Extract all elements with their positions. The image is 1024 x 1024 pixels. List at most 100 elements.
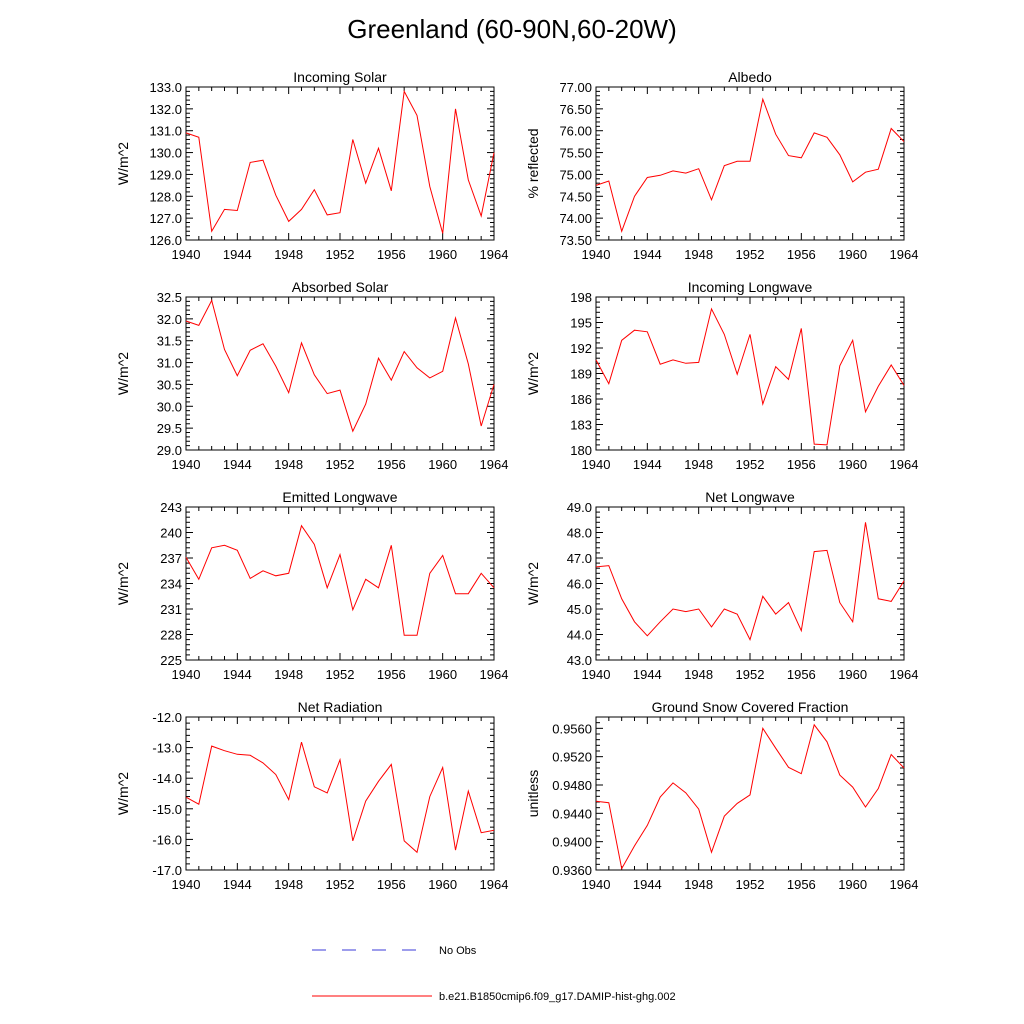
y-tick-label: 228: [160, 628, 182, 643]
y-tick-label: 189: [570, 367, 592, 382]
y-tick-label: 133.0: [149, 80, 182, 95]
y-tick-label: 132.0: [149, 102, 182, 117]
series-line-incoming-solar: [185, 89, 495, 234]
x-tick-label: 1952: [736, 877, 765, 892]
x-tick-label: 1960: [838, 877, 867, 892]
x-tick-label: 1952: [736, 667, 765, 682]
series-line-absorbed-solar: [185, 299, 495, 433]
x-tick-label: 1948: [684, 667, 713, 682]
y-axis-label: % reflected: [525, 128, 541, 198]
y-tick-label: 29.5: [157, 421, 182, 436]
panel-incoming-longwave: Incoming Longwave W/m^2 1940 1944 1948 1952 19…: [525, 279, 918, 472]
y-tick-label: -15.0: [152, 802, 182, 817]
y-tick-label: 128.0: [149, 189, 182, 204]
y-tick-label: 32.5: [157, 290, 182, 305]
y-tick-label: 30.0: [157, 399, 182, 414]
panel-title: Incoming Solar: [293, 69, 387, 85]
y-tick-label: -13.0: [152, 741, 182, 756]
plot-frame: [595, 296, 905, 451]
y-tick-label: 0.9560: [552, 721, 592, 736]
y-tick-label: 130.0: [149, 146, 182, 161]
legend: No Obs b.e21.B1850cmip6.f09_g17.DAMIP-his…: [312, 945, 676, 1003]
y-tick-label: 29.0: [157, 443, 182, 458]
x-tick-label: 1940: [582, 247, 611, 262]
y-tick-label: 76.50: [559, 102, 592, 117]
y-tick-label: 74.00: [559, 211, 592, 226]
x-tick-label: 1952: [326, 457, 355, 472]
x-tick-label: 1956: [377, 877, 406, 892]
panel-absorbed-solar: Absorbed Solar W/m^2 1940 1944 1948 1952 1956 1…: [115, 279, 508, 472]
panel-title: Net Radiation: [298, 699, 383, 715]
y-tick-label: 74.50: [559, 189, 592, 204]
y-tick-label: 46.0: [567, 577, 592, 592]
plot-frame: [185, 506, 495, 661]
x-tick-label: 1940: [582, 457, 611, 472]
x-tick-label: 1944: [223, 457, 252, 472]
y-tick-label: 0.9400: [552, 835, 592, 850]
panel-title: Albedo: [728, 69, 772, 85]
y-tick-label: 0.9360: [552, 863, 592, 878]
x-tick-label: 1960: [428, 667, 457, 682]
x-tick-label: 1948: [274, 457, 303, 472]
x-tick-label: 1964: [480, 667, 509, 682]
x-tick-label: 1960: [838, 667, 867, 682]
y-tick-label: 195: [570, 316, 592, 331]
plot-frame: [185, 716, 495, 871]
y-tick-label: 0.9440: [552, 806, 592, 821]
x-tick-label: 1952: [736, 457, 765, 472]
x-tick-label: 1940: [172, 877, 201, 892]
y-tick-label: 243: [160, 500, 182, 515]
y-tick-label: 31.5: [157, 334, 182, 349]
x-tick-label: 1964: [480, 247, 509, 262]
y-tick-label: 75.50: [559, 146, 592, 161]
x-tick-label: 1956: [787, 457, 816, 472]
legend-label-1: No Obs: [439, 945, 477, 957]
y-tick-label: 183: [570, 418, 592, 433]
y-axis-label: W/m^2: [525, 352, 541, 395]
x-tick-label: 1964: [890, 877, 919, 892]
x-tick-label: 1956: [377, 247, 406, 262]
x-tick-label: 1944: [633, 247, 662, 262]
y-tick-label: 127.0: [149, 211, 182, 226]
x-tick-label: 1960: [428, 877, 457, 892]
y-tick-label: 180: [570, 443, 592, 458]
x-tick-label: 1948: [274, 877, 303, 892]
y-tick-label: 75.00: [559, 167, 592, 182]
x-tick-label: 1952: [326, 877, 355, 892]
y-tick-label: 77.00: [559, 80, 592, 95]
y-tick-label: 44.0: [567, 628, 592, 643]
x-tick-label: 1944: [223, 247, 252, 262]
x-tick-label: 1956: [377, 667, 406, 682]
y-tick-label: 73.50: [559, 233, 592, 248]
y-tick-label: 234: [160, 577, 182, 592]
series-line-ground-snow-covered-fraction: [595, 723, 905, 871]
y-axis-label: W/m^2: [115, 352, 131, 395]
panel-title: Net Longwave: [705, 489, 795, 505]
x-tick-label: 1948: [684, 457, 713, 472]
x-tick-label: 1960: [838, 457, 867, 472]
panel-incoming-solar: Incoming Solar W/m^2 1940 1944 1948 1952 1956 1…: [115, 69, 508, 262]
plot-frame: [185, 296, 495, 451]
y-tick-label: 49.0: [567, 500, 592, 515]
x-tick-label: 1940: [172, 247, 201, 262]
series-line-net-radiation: [185, 741, 495, 854]
panel-net-radiation: Net Radiation W/m^2 1940 1944 1948 1952 1956 19…: [115, 699, 508, 892]
x-tick-label: 1940: [582, 667, 611, 682]
y-tick-label: 231: [160, 602, 182, 617]
y-tick-label: 30.5: [157, 377, 182, 392]
x-tick-label: 1948: [274, 247, 303, 262]
x-tick-label: 1944: [223, 667, 252, 682]
y-tick-label: 45.0: [567, 602, 592, 617]
x-tick-label: 1940: [172, 667, 201, 682]
panel-title: Incoming Longwave: [688, 279, 813, 295]
series-line-net-longwave: [595, 522, 905, 641]
x-tick-label: 1956: [787, 877, 816, 892]
panel-emitted-longwave: Emitted Longwave W/m^2 1940 1944 1948 1952 195…: [115, 489, 508, 682]
y-tick-label: 0.9520: [552, 750, 592, 765]
panel-title: Ground Snow Covered Fraction: [652, 699, 849, 715]
x-tick-label: 1944: [633, 667, 662, 682]
x-tick-label: 1948: [274, 667, 303, 682]
y-axis-label: W/m^2: [525, 562, 541, 605]
x-tick-label: 1948: [684, 247, 713, 262]
